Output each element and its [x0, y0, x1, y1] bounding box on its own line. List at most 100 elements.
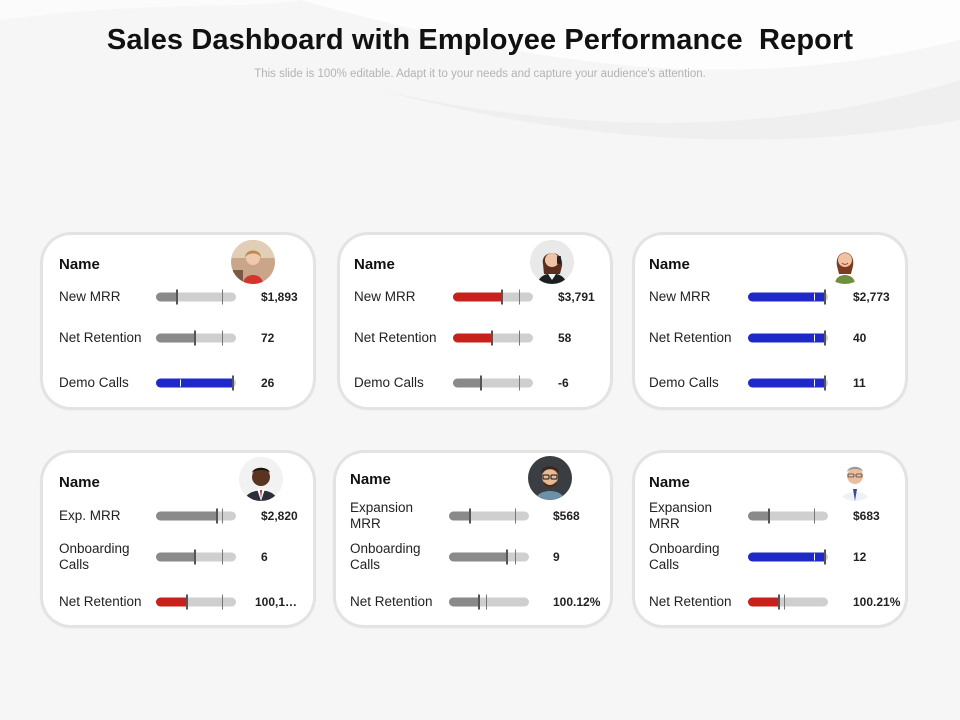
metric-label: New MRR — [354, 289, 416, 304]
metric-label: Net Retention — [350, 594, 433, 609]
woman-smiling-avatar — [823, 240, 867, 284]
metric-bar — [453, 375, 533, 391]
employee-name: Name — [350, 471, 391, 488]
bar-target-marker — [486, 594, 487, 610]
metric-value: 100.12% — [553, 595, 601, 609]
metric-row: Net Retention 100,1… — [43, 584, 313, 620]
employee-card: Name New MRR $1,893 Net Retention 72 Dem… — [43, 235, 313, 407]
metric-bar — [156, 549, 236, 565]
metric-row: Net Retention 100.21% — [635, 584, 905, 620]
metric-value: $2,820 — [261, 509, 298, 523]
metric-row: Exp. MRR $2,820 — [43, 498, 313, 534]
metric-label: Expansion MRR — [350, 500, 414, 531]
metric-value: $3,791 — [558, 290, 595, 304]
woman-phone-avatar — [530, 240, 574, 284]
metric-label: Demo Calls — [59, 375, 129, 390]
employee-card: Name New MRR $3,791 Net Retention 58 Dem… — [340, 235, 610, 407]
metric-value: 9 — [553, 550, 560, 564]
bar-fill — [453, 333, 493, 343]
bar-value-marker — [469, 508, 471, 524]
metric-label: Expansion MRR — [649, 500, 713, 531]
page-title: Sales Dashboard with Employee Performanc… — [106, 24, 854, 56]
bar-fill — [156, 333, 196, 343]
bar-fill — [156, 511, 218, 521]
metric-value: 11 — [853, 376, 866, 390]
bar-value-marker — [216, 508, 218, 524]
metric-row: Net Retention 40 — [635, 320, 905, 356]
bar-target-marker — [814, 334, 815, 342]
employee-name: Name — [59, 256, 100, 273]
metric-row: Net Retention 72 — [43, 320, 313, 356]
bar-fill — [748, 378, 826, 388]
employee-name: Name — [59, 474, 100, 491]
bar-fill — [156, 552, 196, 562]
bar-fill — [156, 597, 188, 607]
metric-row: Expansion MRR $683 — [635, 498, 905, 534]
bar-value-marker — [491, 330, 493, 346]
metric-row: New MRR $2,773 — [635, 279, 905, 315]
metric-bar — [156, 594, 236, 610]
bar-value-marker — [501, 289, 503, 305]
man-tie-avatar — [833, 457, 877, 501]
metric-row: Net Retention 58 — [340, 320, 610, 356]
bar-value-marker — [824, 289, 826, 305]
employee-card: Name New MRR $2,773 Net Retention 40 Dem… — [635, 235, 905, 407]
bar-target-marker — [222, 330, 223, 346]
bar-target-marker — [814, 293, 815, 301]
bar-fill — [748, 552, 826, 562]
employee-name: Name — [649, 474, 690, 491]
metric-row: Expansion MRR $568 — [336, 498, 610, 534]
metric-label: New MRR — [649, 289, 711, 304]
metric-value: 26 — [261, 376, 275, 390]
metric-label: New MRR — [59, 289, 121, 304]
bar-target-marker — [222, 549, 223, 565]
bar-fill — [453, 378, 482, 388]
metric-bar — [748, 375, 828, 391]
metric-bar — [748, 594, 828, 610]
metric-row: Net Retention 100.12% — [336, 584, 610, 620]
metric-bar — [748, 330, 828, 346]
bar-fill — [449, 597, 480, 607]
metric-label: Net Retention — [59, 330, 142, 345]
metric-label: Demo Calls — [649, 375, 719, 390]
metric-row: Onboarding Calls 12 — [635, 539, 905, 575]
metric-value: 100,1… — [255, 595, 298, 609]
bar-target-marker — [814, 553, 815, 561]
metric-label: Demo Calls — [354, 375, 424, 390]
metric-label: Net Retention — [59, 594, 142, 609]
metric-row: New MRR $3,791 — [340, 279, 610, 315]
employee-card: Name Exp. MRR $2,820 Onboarding Calls 6 … — [43, 453, 313, 625]
metric-bar — [449, 594, 529, 610]
metric-value: 58 — [558, 331, 572, 345]
employee-name: Name — [354, 256, 395, 273]
metric-value: 72 — [261, 331, 275, 345]
bar-fill — [748, 292, 826, 302]
bar-value-marker — [176, 289, 178, 305]
bar-target-marker — [519, 375, 520, 391]
employee-name: Name — [649, 256, 690, 273]
metric-bar — [453, 330, 533, 346]
employee-card: Name Expansion MRR $568 Onboarding Calls… — [336, 453, 610, 625]
bar-fill — [748, 511, 770, 521]
bar-value-marker — [824, 549, 826, 565]
bar-target-marker — [515, 549, 516, 565]
bar-value-marker — [480, 375, 482, 391]
metric-value: $2,773 — [853, 290, 890, 304]
bar-fill — [748, 597, 780, 607]
bar-fill — [453, 292, 503, 302]
metric-label: Net Retention — [354, 330, 437, 345]
bar-target-marker — [784, 594, 785, 610]
metric-label: Onboarding Calls — [649, 541, 720, 572]
bar-value-marker — [186, 594, 188, 610]
metric-value: $1,893 — [261, 290, 298, 304]
page-subtitle: This slide is 100% editable. Adapt it to… — [254, 68, 706, 80]
metric-bar — [156, 289, 236, 305]
bar-fill — [156, 378, 234, 388]
metric-bar — [748, 289, 828, 305]
bar-target-marker — [515, 508, 516, 524]
bar-target-marker — [180, 379, 181, 387]
bar-value-marker — [478, 594, 480, 610]
bar-target-marker — [222, 594, 223, 610]
bar-value-marker — [778, 594, 780, 610]
metric-row: Demo Calls -6 — [340, 365, 610, 401]
